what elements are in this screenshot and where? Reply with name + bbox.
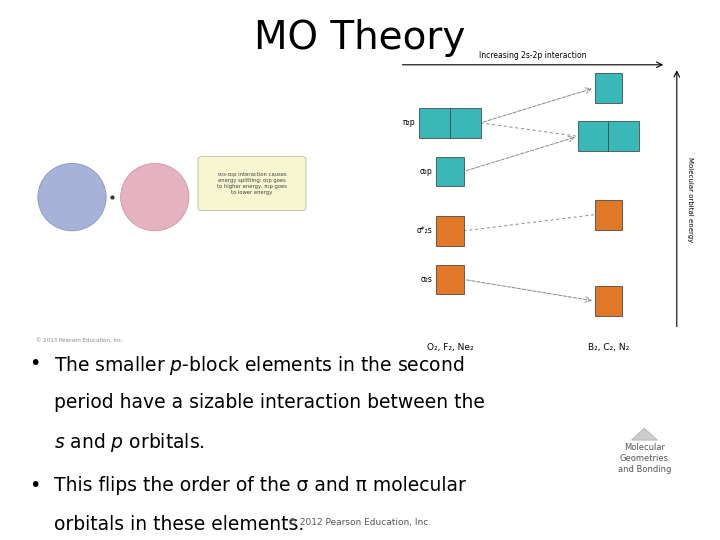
Polygon shape bbox=[631, 428, 657, 440]
Bar bbox=[595, 73, 622, 103]
Text: Molecular
Geometries
and Bonding: Molecular Geometries and Bonding bbox=[618, 443, 671, 474]
Text: O₂, F₂, Ne₂: O₂, F₂, Ne₂ bbox=[427, 343, 473, 352]
Ellipse shape bbox=[121, 163, 189, 231]
Bar bbox=[436, 265, 464, 294]
Text: orbitals in these elements.: orbitals in these elements. bbox=[54, 515, 305, 534]
Text: © 2013 Pearson Education, Inc.: © 2013 Pearson Education, Inc. bbox=[36, 338, 123, 342]
Text: •: • bbox=[29, 476, 40, 495]
Text: •: • bbox=[29, 354, 40, 373]
Bar bbox=[595, 200, 622, 230]
Text: σ₂p: σ₂p bbox=[420, 167, 433, 176]
Text: The smaller $p$-block elements in the second: The smaller $p$-block elements in the se… bbox=[54, 354, 464, 377]
Text: σ₂s-σ₂p interaction causes
energy splitting: σ₂p goes
to higher energy, π₂p goes: σ₂s-σ₂p interaction causes energy splitt… bbox=[217, 172, 287, 195]
Text: Molecular orbital energy: Molecular orbital energy bbox=[687, 157, 693, 242]
Bar bbox=[595, 286, 622, 316]
Text: π₂p: π₂p bbox=[403, 118, 416, 127]
Ellipse shape bbox=[37, 163, 107, 231]
Text: © 2012 Pearson Education, Inc.: © 2012 Pearson Education, Inc. bbox=[289, 517, 431, 526]
Text: σ*₂s: σ*₂s bbox=[417, 226, 433, 235]
Text: period have a sizable interaction between the: period have a sizable interaction betwee… bbox=[54, 393, 485, 411]
Bar bbox=[436, 216, 464, 246]
Bar bbox=[577, 122, 639, 151]
Bar bbox=[419, 108, 481, 138]
Text: Increasing 2s-2p interaction: Increasing 2s-2p interaction bbox=[479, 51, 587, 60]
Text: MO Theory: MO Theory bbox=[254, 19, 466, 57]
FancyBboxPatch shape bbox=[198, 157, 306, 211]
Text: This flips the order of the σ and π molecular: This flips the order of the σ and π mole… bbox=[54, 476, 466, 495]
Bar bbox=[436, 157, 464, 186]
Text: B₂, C₂, N₂: B₂, C₂, N₂ bbox=[588, 343, 629, 352]
Text: σ₂s: σ₂s bbox=[421, 275, 433, 284]
Text: $s$ and $p$ orbitals.: $s$ and $p$ orbitals. bbox=[54, 431, 204, 455]
